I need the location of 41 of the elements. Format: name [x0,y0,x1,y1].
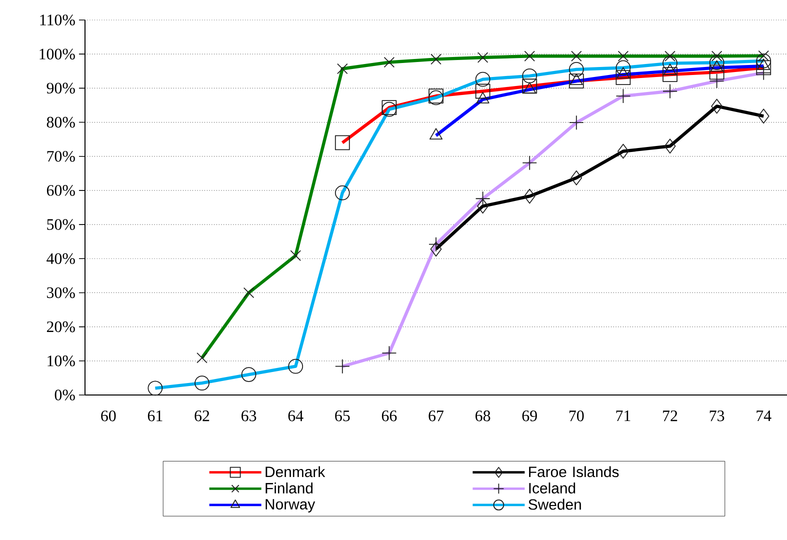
legend-label: Finland [266,482,313,494]
x-tick-label: 68 [476,410,490,422]
y-tick-label: 110% [40,14,75,26]
legend-label: Denmark [266,466,326,478]
legend-label: Iceland [529,482,576,494]
x-tick-label: 72 [663,410,678,422]
point [570,170,582,186]
point [618,144,629,159]
x-tick-label: 63 [242,410,256,422]
y-tick-label: 70% [47,150,75,162]
y-tick-label: 10% [48,356,75,366]
x-tick-label: 73 [710,410,724,422]
x-tick-label: 69 [522,410,537,422]
legend-label: Sweden [528,498,581,510]
x-tick-label: 62 [194,410,210,422]
x-tick-label: 61 [148,410,162,422]
y-tick-label: 100% [40,48,75,60]
x-tick-label: 66 [382,410,397,422]
y-tick-label: 40% [46,253,75,264]
x-tick-label: 60 [101,410,116,422]
point [664,138,676,154]
x-tick-label: 70 [569,410,584,422]
x-tick-label: 71 [616,410,630,422]
y-tick-label: 50% [47,219,75,230]
point [711,98,723,114]
point [430,242,442,257]
legend-label: Norway [266,499,316,512]
legend-label: Faroe Islands [529,466,619,478]
point [524,188,536,204]
x-tick-label: 64 [288,410,304,422]
y-tick-label: 0% [54,390,75,400]
y-tick-label: 30% [47,287,75,298]
y-tick-label: 20% [46,321,75,332]
point [758,108,770,124]
x-tick-label: 74 [756,410,772,422]
x-tick-label: 67 [428,410,444,422]
y-tick-label: 60% [46,185,75,196]
y-tick-label: 90% [46,82,75,94]
y-tick-label: 80% [46,116,75,128]
x-tick-label: 65 [335,410,350,422]
point [477,198,489,214]
